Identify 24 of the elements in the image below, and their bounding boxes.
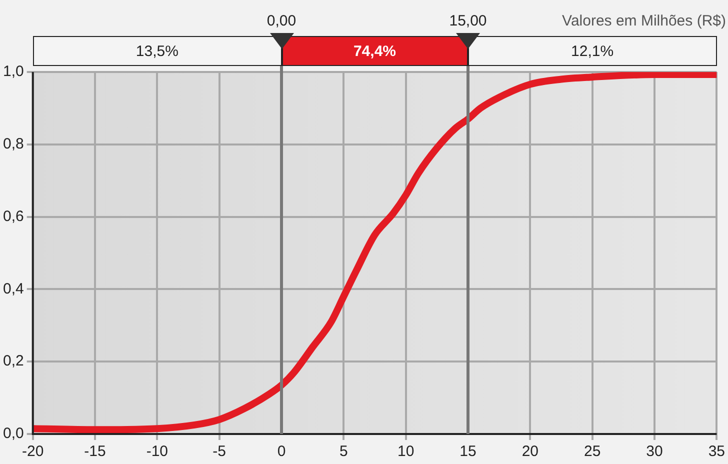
x-tick-label: 5 (340, 443, 348, 460)
y-tick-label: 0,4 (2, 280, 24, 298)
x-tick-label: -5 (212, 443, 226, 460)
x-tick-label: -20 (22, 443, 44, 460)
x-tick-label: -10 (146, 443, 168, 460)
y-tick-label: 1,0 (2, 63, 24, 80)
x-tick-label: 30 (646, 443, 663, 460)
x-tick-label: 25 (584, 443, 601, 460)
ref-line-label: 15,00 (449, 12, 487, 30)
y-tick-label: 0,0 (2, 425, 24, 442)
x-tick-label: -15 (84, 443, 106, 460)
x-tick-label: 10 (397, 443, 414, 460)
range-box: 12,1% (468, 36, 717, 66)
y-tick-label: 0,8 (2, 136, 24, 153)
ref-line-label: 0,00 (266, 12, 296, 30)
y-tick-label: 0,2 (2, 352, 24, 370)
text: Valores em Milhões (R$) (562, 12, 726, 30)
range-box: 13,5% (32, 36, 282, 66)
x-tick-label: 15 (460, 443, 476, 460)
y-tick-label: 0,6 (2, 208, 24, 225)
x-tick-label: 0 (277, 443, 286, 460)
range-box: 74,4% (282, 36, 468, 66)
x-tick-label: 35 (708, 443, 725, 460)
x-tick-label: 20 (522, 443, 539, 460)
